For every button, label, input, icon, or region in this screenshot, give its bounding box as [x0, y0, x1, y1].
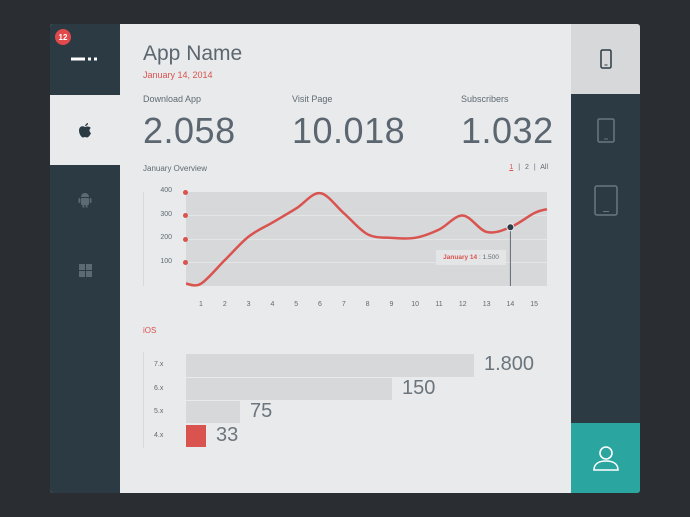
- series-line: [185, 191, 548, 287]
- stat-value: 2.058: [143, 110, 236, 151]
- gridline: [186, 239, 547, 240]
- bar-value-label: 75: [250, 400, 273, 422]
- sidebar-item-windows[interactable]: [50, 235, 120, 305]
- stat-label: Subscribers: [461, 94, 509, 104]
- x-tick-label: 5: [294, 301, 299, 308]
- device-tablet-small-button[interactable]: [571, 95, 640, 165]
- x-tick-label: 10: [411, 301, 420, 308]
- sidebar-item-android[interactable]: [50, 165, 120, 235]
- android-icon: [78, 193, 92, 208]
- x-tick-label: 9: [389, 301, 394, 308]
- x-tick-label: 13: [482, 301, 491, 308]
- bar: [186, 425, 206, 447]
- gridline: [186, 262, 547, 263]
- tooltip-date: January 14: [443, 254, 478, 261]
- profile-button[interactable]: [571, 423, 640, 493]
- stat-download: Download App 2.058: [143, 94, 236, 152]
- y-tick-label: 300: [160, 210, 172, 218]
- app-title: App Name: [143, 42, 243, 65]
- tooltip-value: : 1.500: [478, 254, 499, 261]
- stat-subscribers: Subscribers 1.032: [461, 94, 554, 152]
- ios-title: iOS: [143, 326, 157, 335]
- y-tick-label: 100: [160, 257, 172, 265]
- tablet-small-icon: [596, 117, 615, 143]
- phone-icon: [599, 49, 612, 69]
- bar-axis: [143, 352, 144, 448]
- x-tick-label: 3: [246, 301, 251, 308]
- pager: 1 | 2 | All: [509, 164, 548, 171]
- device-tablet-button[interactable]: [571, 165, 640, 235]
- x-tick-label: 8: [365, 301, 370, 308]
- y-tick-label: 400: [160, 187, 172, 194]
- stat-label: Visit Page: [292, 94, 333, 104]
- gridline: [186, 215, 547, 216]
- y-tick-dot: [183, 213, 188, 218]
- menu-icon: [71, 57, 97, 61]
- highlight-point[interactable]: [506, 223, 515, 232]
- x-tick-label: 15: [530, 301, 539, 308]
- y-axis: [143, 192, 144, 286]
- x-tick-label: 7: [341, 301, 346, 308]
- device-phone-button[interactable]: [571, 24, 640, 94]
- x-tick-label: 11: [435, 301, 443, 308]
- stat-value: 10.018: [292, 110, 406, 151]
- chart-tooltip: January 14 : 1.500: [436, 250, 506, 265]
- bar-value-label: 150: [402, 377, 436, 399]
- tablet-icon: [593, 184, 618, 216]
- left-sidebar: 12: [50, 24, 120, 493]
- apple-icon: [79, 123, 91, 138]
- x-tick-label: 4: [270, 301, 275, 308]
- bar-value-label: 1.800: [484, 353, 535, 375]
- stat-value: 1.032: [461, 110, 554, 151]
- right-sidebar: [571, 24, 640, 493]
- x-tick-label: 1: [199, 301, 203, 308]
- notification-badge[interactable]: 12: [55, 29, 71, 45]
- y-tick-label: 200: [160, 234, 172, 241]
- y-tick-dot: [183, 260, 188, 265]
- bar-value-label: 33: [216, 424, 239, 446]
- bar: [186, 354, 474, 377]
- y-tick-dot: [183, 189, 188, 195]
- x-tick-label: 2: [222, 301, 227, 308]
- y-tick-dot: [183, 236, 188, 242]
- page-2[interactable]: 2: [524, 164, 529, 171]
- menu-button[interactable]: 12: [50, 24, 120, 94]
- stat-label: Download App: [143, 94, 202, 104]
- overview-title: January Overview: [143, 164, 208, 173]
- x-tick-label: 14: [506, 301, 515, 308]
- app-date: January 14, 2014: [143, 70, 213, 80]
- bar-category-label: 4.x: [154, 432, 164, 439]
- bar: [186, 378, 392, 400]
- x-tick-label: 6: [318, 301, 322, 308]
- stat-visit: Visit Page 10.018: [292, 94, 405, 152]
- x-tick-label: 12: [458, 301, 467, 308]
- page-all[interactable]: All: [540, 164, 548, 171]
- bar-category-label: 5.x: [154, 408, 164, 415]
- dashboard: 12 App Name January 14, 2014 Download Ap…: [50, 24, 640, 493]
- sidebar-item-ios[interactable]: [50, 95, 120, 165]
- line-chart-plot: [185, 191, 548, 287]
- page-1[interactable]: 1: [509, 164, 514, 171]
- line-chart: [185, 191, 548, 287]
- bar: [186, 401, 240, 423]
- windows-icon: [78, 263, 92, 277]
- bar-category-label: 6.x: [154, 385, 164, 392]
- bar-category-label: 7.x: [154, 361, 164, 368]
- user-icon: [592, 446, 619, 471]
